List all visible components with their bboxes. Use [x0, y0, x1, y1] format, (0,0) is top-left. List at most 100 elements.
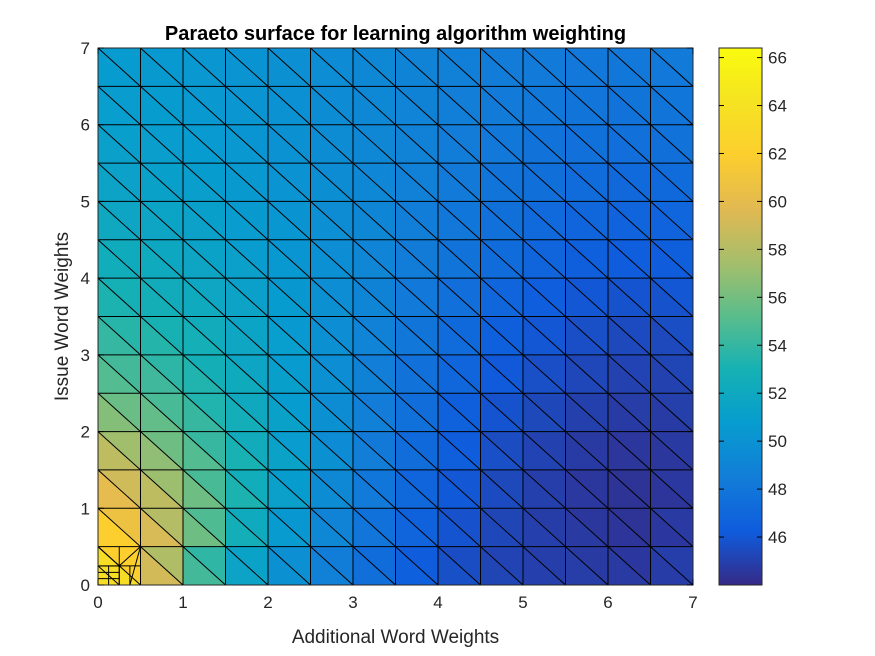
- mesh-edge: [395, 354, 439, 394]
- colorbar-tick-label: 48: [768, 480, 787, 499]
- mesh-edge: [352, 392, 396, 432]
- mesh-edge: [437, 277, 481, 317]
- mesh-edge: [650, 277, 693, 317]
- mesh-edge: [267, 124, 311, 164]
- mesh-edge: [352, 85, 396, 126]
- mesh-edge: [225, 546, 269, 585]
- mesh-edge: [140, 201, 184, 241]
- mesh-edge: [565, 277, 609, 317]
- mesh-edge: [607, 201, 651, 241]
- mesh-edge: [182, 392, 226, 432]
- mesh-edge: [565, 201, 609, 241]
- mesh-edge: [225, 316, 269, 356]
- mesh-edge: [650, 85, 693, 126]
- mesh-edge: [352, 431, 396, 471]
- mesh-edge: [182, 431, 226, 471]
- mesh-edge: [267, 48, 311, 87]
- mesh-edge: [395, 316, 439, 356]
- mesh-edge: [607, 354, 651, 394]
- chart-title: Paraeto surface for learning algorithm w…: [165, 23, 626, 45]
- mesh-edge: [310, 124, 354, 164]
- mesh-edge: [395, 124, 439, 164]
- mesh-edge: [522, 431, 566, 471]
- mesh-edge: [140, 507, 184, 548]
- mesh-edge: [352, 48, 396, 87]
- mesh-edge: [437, 201, 481, 241]
- mesh-edge: [480, 392, 524, 432]
- mesh-edge: [98, 277, 141, 317]
- mesh-edge: [437, 239, 481, 279]
- mesh-edge: [480, 316, 524, 356]
- mesh-edge: [310, 239, 354, 279]
- mesh-edge: [522, 392, 566, 432]
- mesh-edge: [98, 48, 141, 87]
- mesh-edge: [437, 48, 481, 87]
- mesh-edge: [480, 277, 524, 317]
- mesh-edge: [267, 162, 311, 202]
- mesh-edge: [98, 316, 141, 356]
- mesh-edge: [182, 546, 226, 585]
- mesh-edge: [607, 239, 651, 279]
- mesh-edge: [607, 392, 651, 432]
- plot-area: [98, 48, 693, 585]
- mesh-edge: [395, 392, 439, 432]
- colorbar: 46 48 50 52 54 56 58 60 62 64 66: [718, 47, 787, 586]
- mesh-edge: [182, 124, 226, 164]
- mesh-edge: [437, 124, 481, 164]
- y-tick-label: 1: [81, 499, 90, 518]
- mesh-edge: [522, 354, 566, 394]
- mesh-edge: [352, 239, 396, 279]
- mesh-edge: [352, 546, 396, 585]
- mesh-edge: [565, 48, 609, 87]
- mesh-edge: [395, 201, 439, 241]
- mesh-edge: [565, 316, 609, 356]
- mesh-edge: [267, 201, 311, 241]
- mesh-edge: [395, 431, 439, 471]
- y-tick-label: 3: [81, 346, 90, 365]
- mesh-edge: [522, 546, 566, 585]
- mesh-edge: [607, 316, 651, 356]
- colorbar-tick-label: 46: [768, 528, 787, 547]
- mesh-edges: [98, 48, 693, 585]
- mesh-edge: [607, 469, 651, 509]
- mesh-edge: [98, 565, 120, 585]
- mesh-edge: [140, 392, 184, 432]
- mesh-edge: [522, 85, 566, 126]
- plot-frame: [97, 47, 694, 586]
- mesh-edge: [522, 201, 566, 241]
- mesh-edge: [182, 85, 226, 126]
- mesh-edge: [310, 201, 354, 241]
- mesh-edge: [352, 162, 396, 202]
- mesh-edge: [98, 431, 141, 471]
- y-tick-label: 4: [81, 269, 90, 288]
- mesh-edge: [437, 392, 481, 432]
- mesh-edge: [650, 354, 693, 394]
- mesh-edge: [267, 239, 311, 279]
- colorbar-tick-label: 54: [768, 336, 787, 355]
- mesh-edge: [522, 48, 566, 87]
- colorbar-tick-label: 50: [768, 432, 787, 451]
- y-tick-label: 7: [81, 39, 90, 58]
- mesh-edge: [310, 392, 354, 432]
- mesh-edge: [522, 239, 566, 279]
- mesh-edge: [98, 85, 141, 126]
- y-tick-label: 6: [81, 116, 90, 135]
- mesh-edge: [607, 546, 651, 585]
- mesh-edge: [480, 469, 524, 509]
- mesh-edge: [395, 48, 439, 87]
- mesh-edge: [310, 469, 354, 509]
- mesh-edge: [522, 124, 566, 164]
- mesh-edge: [98, 546, 120, 567]
- mesh-edge: [480, 85, 524, 126]
- mesh-edge: [310, 85, 354, 126]
- colorbar-tick-label: 56: [768, 288, 787, 307]
- mesh-edge: [98, 162, 141, 202]
- mesh-edge: [437, 162, 481, 202]
- mesh-edge: [225, 507, 269, 548]
- mesh-edge: [437, 469, 481, 509]
- mesh-edge: [118, 546, 141, 567]
- mesh-edge: [98, 239, 141, 279]
- y-axis: 0 1 2 3 4 5 6 7: [81, 39, 693, 595]
- mesh-edge: [565, 431, 609, 471]
